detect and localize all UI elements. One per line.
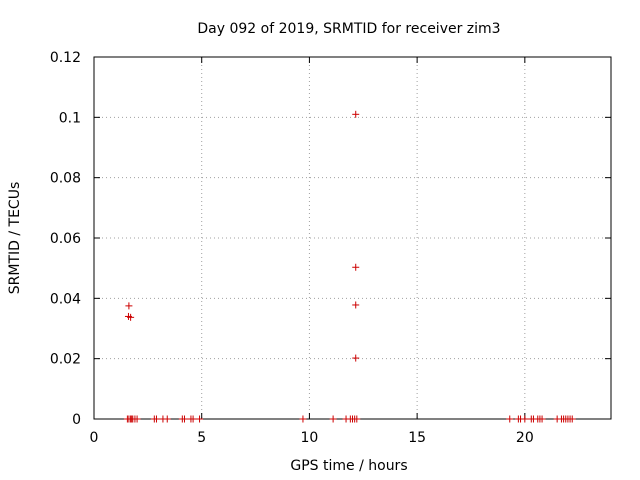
y-tick-label: 0 — [72, 412, 81, 428]
data-point — [352, 110, 360, 118]
data-point — [299, 415, 307, 423]
x-tick-labels: 0 5 10 15 20 — [90, 430, 534, 446]
x-tick-label: 0 — [90, 430, 99, 446]
y-tick-labels: 0 0.02 0.04 0.06 0.08 0.1 0.12 — [50, 50, 81, 428]
data-point — [196, 415, 204, 423]
data-point — [568, 415, 576, 423]
data-point — [521, 415, 529, 423]
data-point — [152, 415, 160, 423]
x-axis-label: GPS time / hours — [290, 458, 407, 474]
y-tick-label: 0.08 — [50, 171, 81, 187]
data-points — [123, 110, 576, 423]
data-point — [127, 313, 135, 321]
data-point — [352, 263, 360, 271]
x-tick-label: 5 — [197, 430, 206, 446]
y-tick-label: 0.1 — [59, 110, 81, 126]
y-tick-label: 0.02 — [50, 352, 81, 368]
x-tick-label: 10 — [301, 430, 319, 446]
y-tick-label: 0.04 — [50, 291, 81, 307]
data-point — [538, 415, 546, 423]
data-point — [352, 301, 360, 309]
data-point — [133, 415, 141, 423]
grid-lines — [94, 57, 611, 419]
data-point — [353, 415, 361, 423]
x-tick-label: 15 — [408, 430, 426, 446]
data-point — [163, 415, 171, 423]
plot-frame — [93, 56, 612, 420]
data-point — [180, 415, 188, 423]
axis-ticks — [93, 56, 611, 420]
data-point — [189, 415, 197, 423]
data-point — [125, 302, 133, 310]
y-axis-label: SRMTID / TECUs — [7, 182, 23, 295]
chart-title: Day 092 of 2019, SRMTID for receiver zim… — [197, 21, 500, 37]
data-point — [352, 354, 360, 362]
data-point — [329, 415, 337, 423]
y-tick-label: 0.12 — [50, 50, 81, 66]
x-tick-label: 20 — [516, 430, 534, 446]
y-tick-label: 0.06 — [50, 231, 81, 247]
data-point — [506, 415, 514, 423]
